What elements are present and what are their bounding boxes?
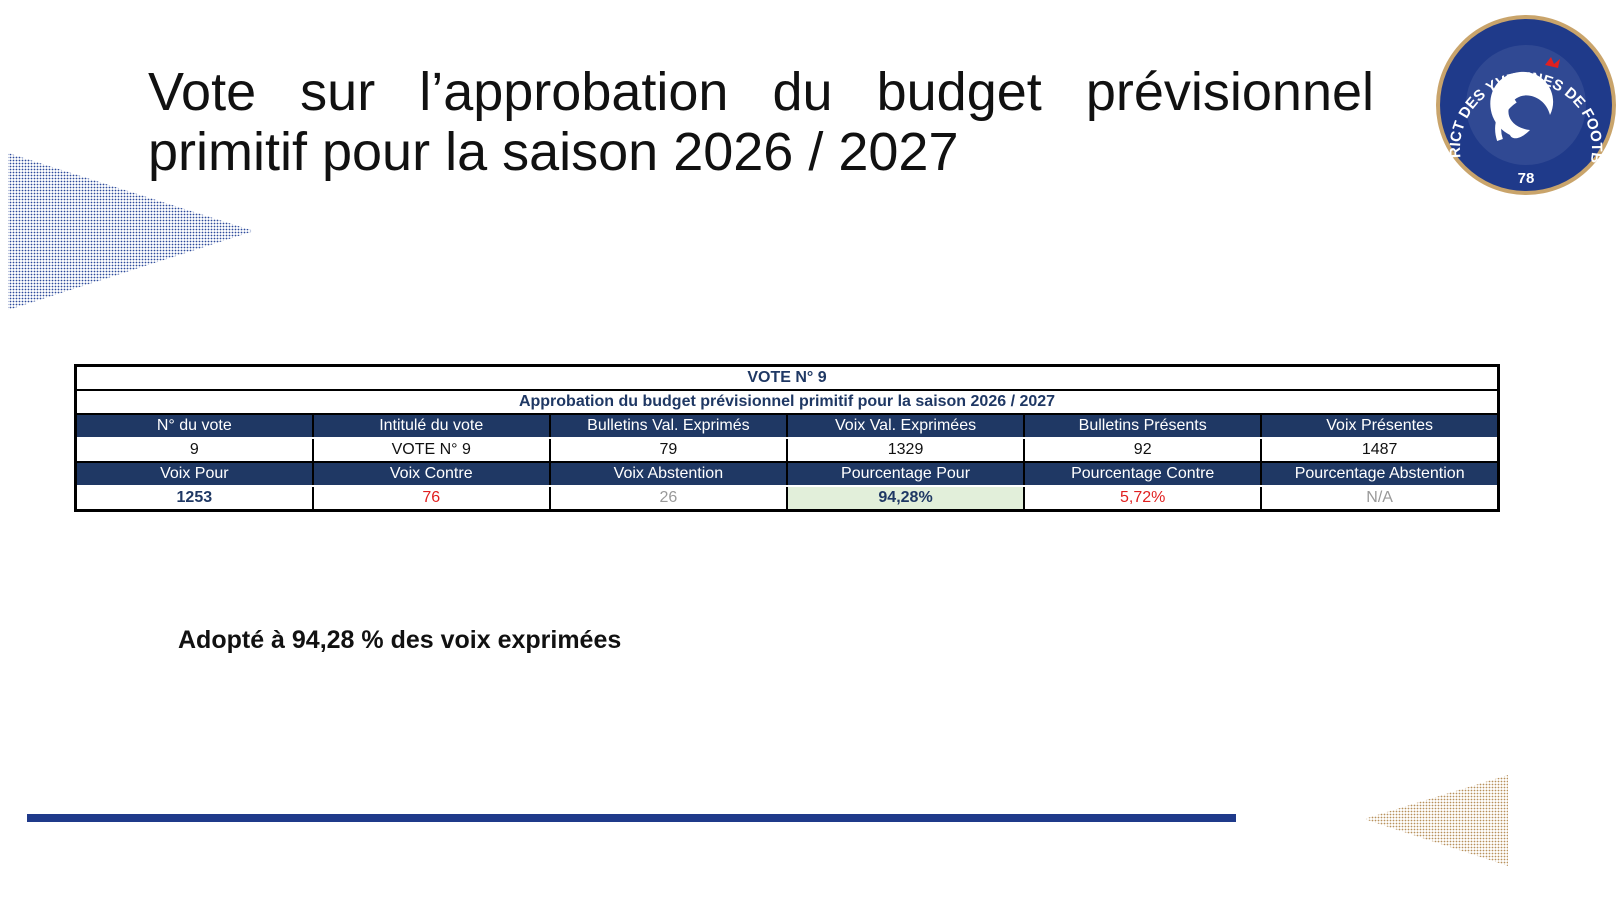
table-title: VOTE N° 9 xyxy=(74,364,1500,391)
header-cell: Voix Présentes xyxy=(1260,413,1500,439)
result-note: Adopté à 94,28 % des voix exprimées xyxy=(178,626,622,654)
title-line: primitif pour la saison 2026 / 2027 xyxy=(148,122,959,182)
header-cell: Voix Contre xyxy=(311,461,551,487)
value-cell: 5,72% xyxy=(1023,485,1263,512)
value-cell: 26 xyxy=(548,485,788,512)
header-cell: Pourcentage Contre xyxy=(1023,461,1263,487)
value-cell: N/A xyxy=(1260,485,1500,512)
header-cell: Intitulé du vote xyxy=(311,413,551,439)
header-cell: Voix Val. Exprimées xyxy=(785,413,1026,439)
vote-table: VOTE N° 9 Approbation du budget prévisio… xyxy=(74,364,1500,512)
value-cell: 79 xyxy=(548,437,788,463)
table-row: 9 VOTE N° 9 79 1329 92 1487 xyxy=(74,437,1500,463)
header-cell: Voix Abstention xyxy=(548,461,788,487)
value-cell: 1329 xyxy=(785,437,1026,463)
header-cell: Pourcentage Pour xyxy=(785,461,1026,487)
value-cell: 76 xyxy=(311,485,551,512)
value-cell: 1253 xyxy=(74,485,314,512)
value-cell: 1487 xyxy=(1260,437,1500,463)
header-cell: Voix Pour xyxy=(74,461,314,487)
title-line: Vote sur l’approbation du budget prévisi… xyxy=(148,62,1374,122)
table-row: Voix Pour Voix Contre Voix Abstention Pourc… xyxy=(74,461,1500,487)
left-triangle xyxy=(8,153,254,310)
header-cell: Pourcentage Abstention xyxy=(1260,461,1500,487)
logo-number: 78 xyxy=(1518,170,1535,187)
table-row: N° du vote Intitulé du vote Bulletins Val.… xyxy=(74,413,1500,439)
right-triangle xyxy=(1364,775,1508,866)
header-cell: Bulletins Val. Exprimés xyxy=(548,413,788,439)
blue-bar xyxy=(27,814,1236,822)
value-cell: 92 xyxy=(1023,437,1263,463)
value-cell: 94,28% xyxy=(785,485,1026,512)
table-row: 1253 76 26 94,28% 5,72% N/A xyxy=(74,485,1500,512)
slide-title: Vote sur l’approbation du budget prévisi… xyxy=(148,62,1374,182)
table-subtitle: Approbation du budget prévisionnel primi… xyxy=(74,389,1500,415)
header-cell: Bulletins Présents xyxy=(1023,413,1263,439)
header-cell: N° du vote xyxy=(74,413,314,439)
value-cell: VOTE N° 9 xyxy=(311,437,551,463)
value-cell: 9 xyxy=(74,437,314,463)
